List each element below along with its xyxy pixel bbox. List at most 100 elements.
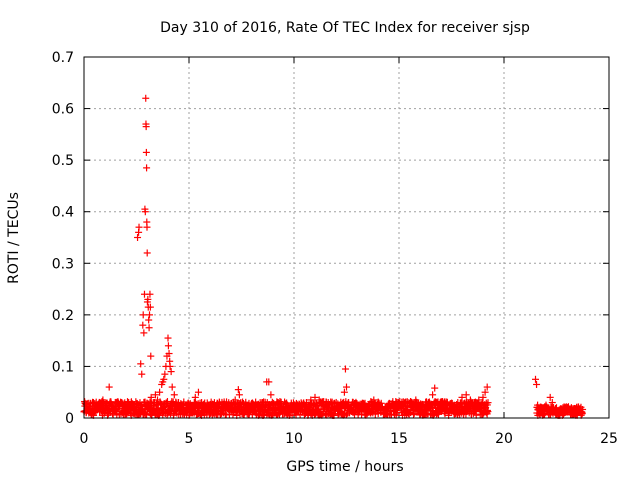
data-point xyxy=(303,399,311,407)
data-point xyxy=(353,408,361,416)
data-point xyxy=(311,393,319,401)
data-point xyxy=(141,208,149,216)
data-point xyxy=(399,405,407,413)
data-point xyxy=(578,408,586,416)
data-point xyxy=(143,164,151,172)
data-point xyxy=(238,401,245,409)
data-point xyxy=(161,370,169,378)
data-point xyxy=(146,303,154,311)
data-point xyxy=(341,365,349,373)
data-point xyxy=(462,391,470,399)
data-point xyxy=(164,334,172,342)
data-point xyxy=(144,295,152,303)
data-point xyxy=(235,391,243,399)
data-point xyxy=(165,350,173,358)
data-point xyxy=(542,401,550,409)
data-point xyxy=(441,404,449,412)
data-point xyxy=(286,404,294,412)
data-point xyxy=(431,384,439,392)
data-point xyxy=(124,402,132,410)
x-tick-label: 0 xyxy=(80,431,89,447)
y-tick-label: 0 xyxy=(65,411,74,427)
data-point xyxy=(458,393,466,401)
plot-frame xyxy=(83,56,610,419)
data-point xyxy=(231,396,239,404)
y-tick-label: 0.5 xyxy=(52,153,74,169)
data-point xyxy=(416,401,424,409)
data-point xyxy=(140,329,148,337)
data-point xyxy=(361,408,369,416)
data-point xyxy=(277,403,285,411)
data-point xyxy=(265,378,273,386)
data-point xyxy=(374,399,382,407)
data-point xyxy=(370,396,378,404)
data-point xyxy=(382,405,390,413)
x-tick-label: 5 xyxy=(185,431,194,447)
data-point xyxy=(343,383,350,391)
data-point xyxy=(142,94,150,102)
data-point xyxy=(175,399,182,407)
data-point xyxy=(183,404,191,412)
data-point xyxy=(534,401,542,409)
data-point xyxy=(403,403,411,411)
data-point xyxy=(391,401,399,409)
data-point xyxy=(429,391,437,399)
data-point xyxy=(408,404,416,412)
data-point xyxy=(139,311,147,319)
axis-ticks: 0 0.1 0.2 0.3 0.4 0.5 0.6 0.7 0 5 10 15 20 25 xyxy=(52,50,618,447)
data-point xyxy=(202,403,210,411)
data-point xyxy=(167,368,175,376)
data-point xyxy=(433,399,441,407)
data-point xyxy=(246,403,254,411)
data-point xyxy=(143,249,151,257)
data-point xyxy=(234,386,242,394)
data-point xyxy=(324,404,332,412)
x-tick-label: 25 xyxy=(600,431,618,447)
data-point xyxy=(146,290,154,298)
grid-lines xyxy=(84,57,609,418)
data-point xyxy=(179,401,187,409)
data-point xyxy=(96,404,104,412)
data-point xyxy=(194,388,202,396)
data-point xyxy=(484,399,492,407)
data-point xyxy=(191,393,199,401)
data-point xyxy=(282,405,290,413)
data-point xyxy=(170,391,178,399)
data-point xyxy=(290,403,298,411)
data-point xyxy=(267,391,275,399)
data-point xyxy=(484,408,492,416)
data-point xyxy=(273,404,281,412)
data-point xyxy=(395,404,403,412)
data-point xyxy=(130,401,138,409)
y-tick-label: 0.1 xyxy=(52,359,74,375)
data-point xyxy=(210,401,218,409)
data-point xyxy=(138,370,146,378)
data-point xyxy=(112,405,119,413)
x-tick-label: 10 xyxy=(285,431,303,447)
data-point xyxy=(336,401,344,409)
data-point xyxy=(481,388,489,396)
x-tick-label: 15 xyxy=(390,431,408,447)
data-point xyxy=(99,396,107,404)
data-point xyxy=(168,383,176,391)
data-point xyxy=(137,360,145,368)
data-point xyxy=(151,391,159,399)
data-point xyxy=(164,342,172,350)
data-point xyxy=(340,388,348,396)
data-point xyxy=(143,223,151,231)
data-point xyxy=(135,223,143,231)
data-point xyxy=(146,311,154,319)
data-point xyxy=(198,399,206,407)
data-point xyxy=(366,401,374,409)
data-point xyxy=(250,404,258,412)
data-point xyxy=(565,406,573,414)
data-point xyxy=(533,380,541,388)
data-point xyxy=(219,404,227,412)
data-point xyxy=(569,405,577,413)
data-point xyxy=(142,123,150,131)
data-point xyxy=(412,396,420,404)
data-point xyxy=(357,406,365,414)
data-point xyxy=(259,399,266,407)
data-point xyxy=(332,404,340,412)
